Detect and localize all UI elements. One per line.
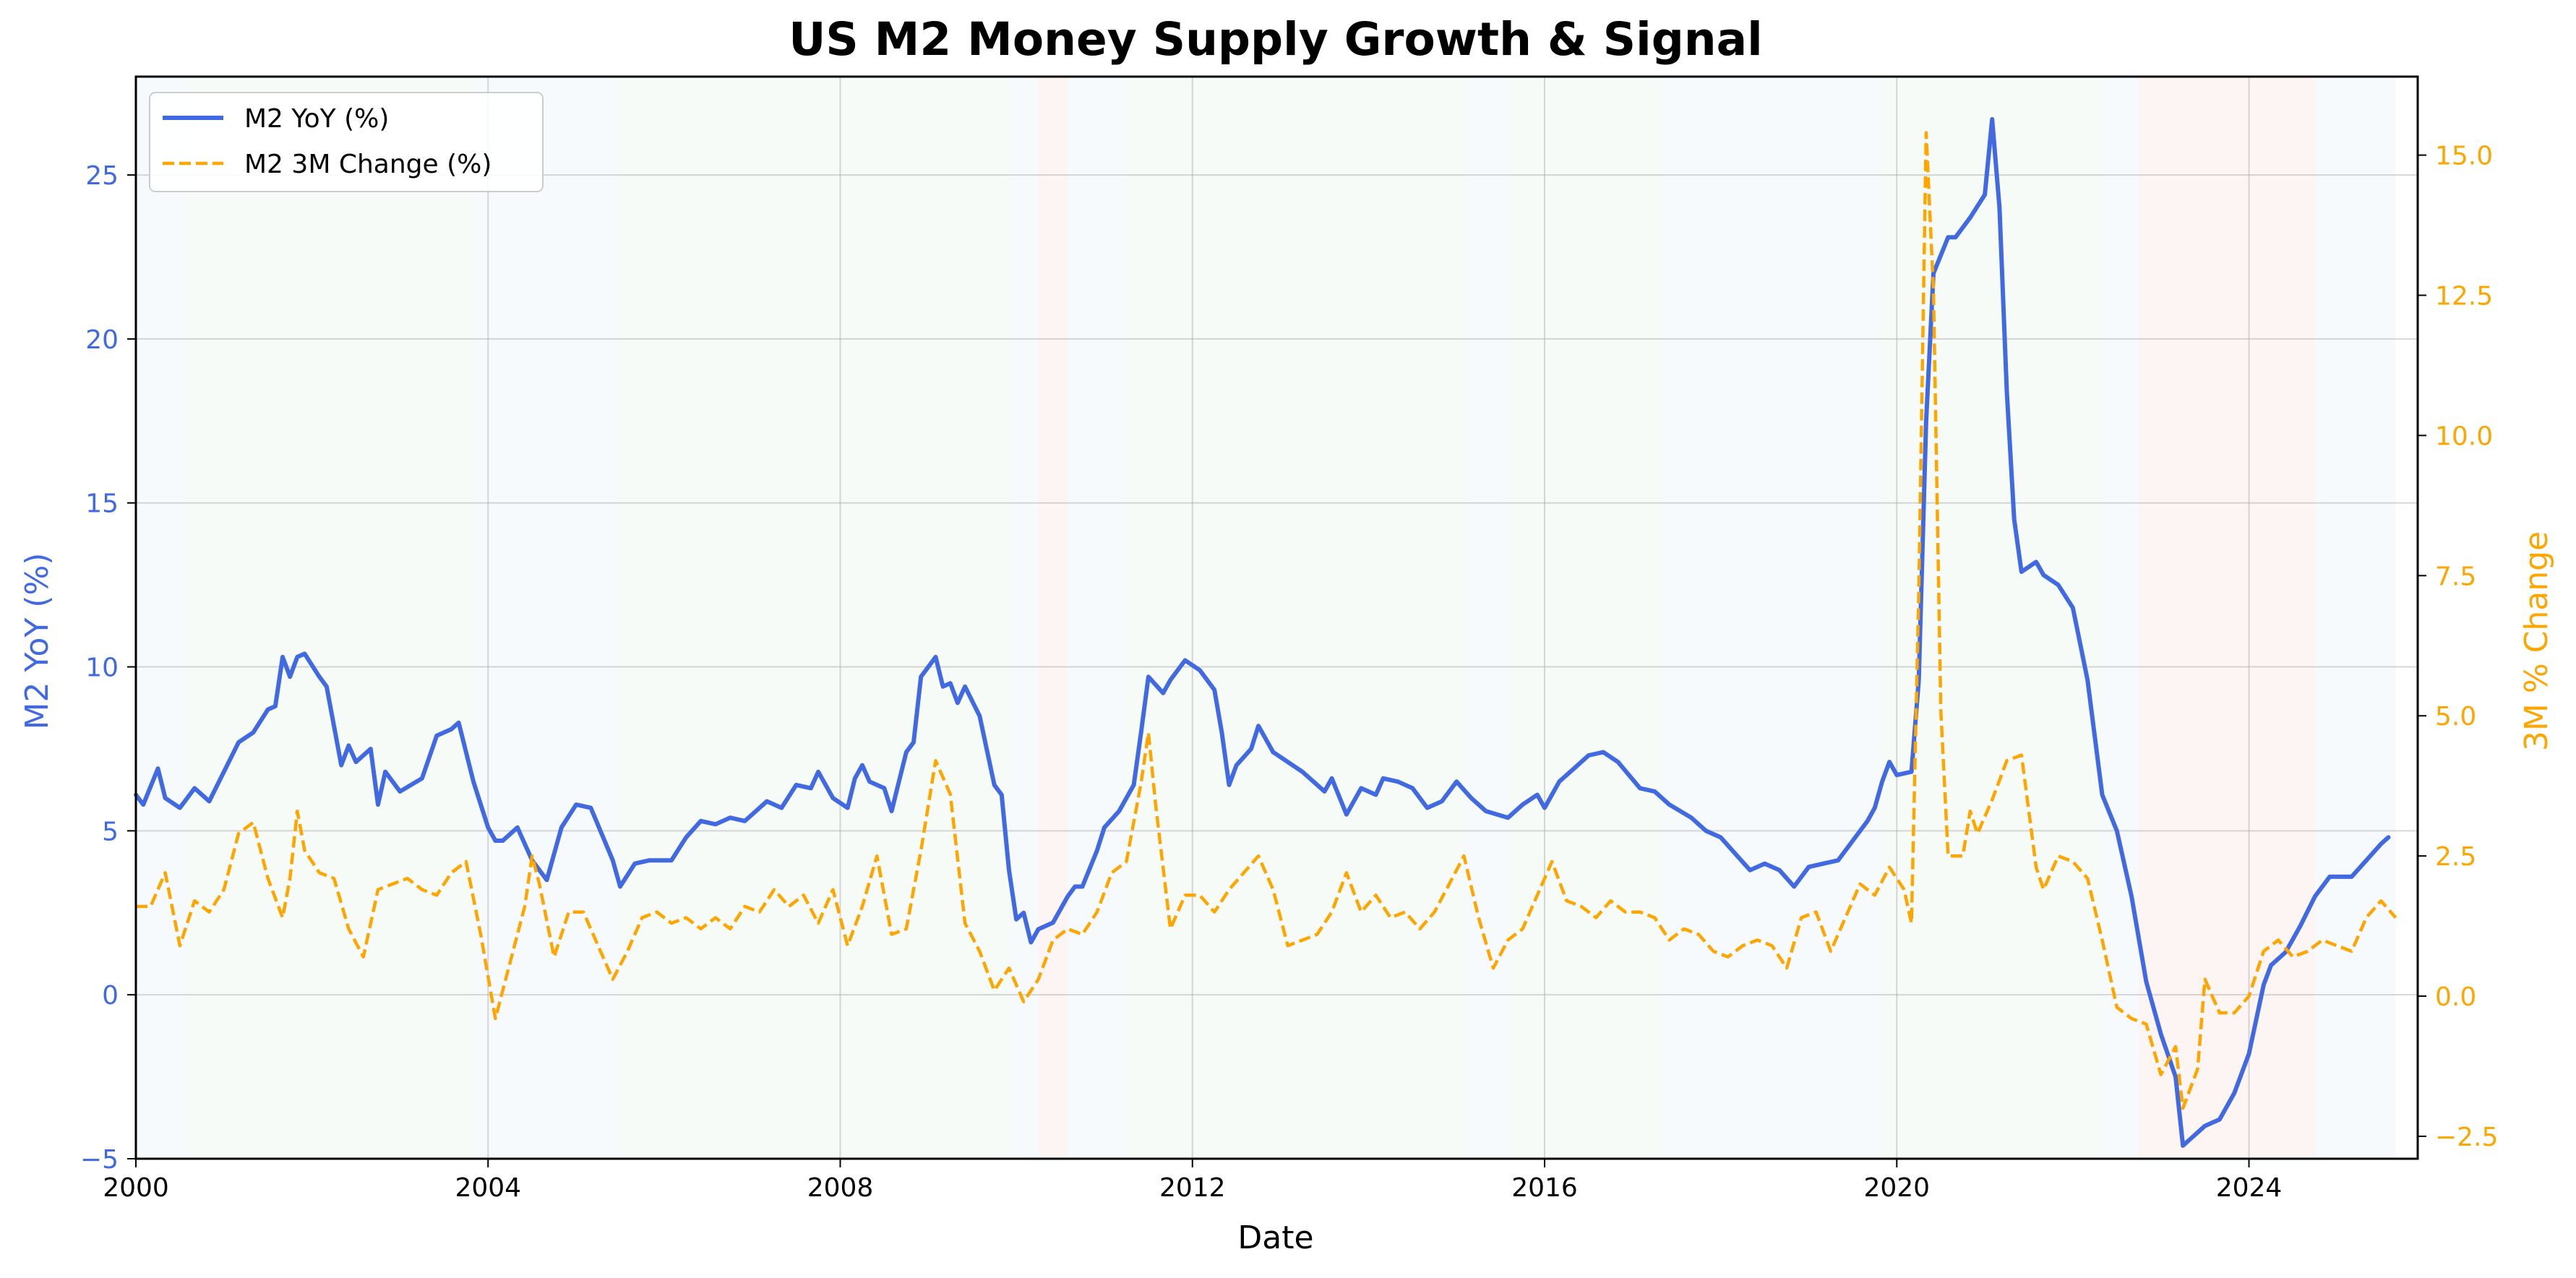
y-axis-right: −2.5 0.0 2.5 5.0 7.5 10.0 12.5 15.0	[2418, 142, 2498, 1152]
regime-band-neutral	[2102, 77, 2139, 1159]
x-tick-label: 2012	[1159, 1173, 1226, 1203]
y-left-tick-label: 0	[102, 981, 119, 1011]
regime-band-neutral	[1068, 77, 1127, 1159]
regime-band-neutral	[473, 77, 620, 1159]
series-line-m2-yoy	[134, 117, 2391, 1148]
x-tick-label: 2024	[2216, 1173, 2283, 1203]
y-left-tick-label: −5	[80, 1145, 119, 1175]
y-left-tick-label: 10	[85, 653, 119, 683]
x-tick-label: 2008	[807, 1173, 874, 1203]
regime-band-contraction	[2139, 77, 2315, 1159]
regime-band-neutral	[1008, 77, 1039, 1159]
y-right-tick-label: 5.0	[2435, 702, 2476, 732]
plot-lines	[134, 117, 2397, 1148]
legend-box	[149, 92, 544, 192]
y-left-tick-label: 25	[85, 161, 119, 191]
y-left-tick-label: 5	[102, 817, 119, 846]
y-right-tick-label: −2.5	[2435, 1123, 2498, 1152]
regime-band-neutral	[136, 77, 188, 1159]
regime-band-neutral	[1464, 77, 1508, 1159]
y-right-tick-label: 2.5	[2435, 842, 2476, 872]
x-tick-label: 2000	[103, 1173, 169, 1203]
regime-band-growth	[187, 77, 473, 1159]
y-right-tick-label: 0.0	[2435, 982, 2476, 1012]
y-right-tick-label: 7.5	[2435, 562, 2476, 591]
y-axis-right-label: 3M % Change	[2518, 531, 2555, 751]
legend-label-m2-yoy: M2 YoY (%)	[244, 104, 389, 134]
legend: M2 YoY (%) M2 3M Change (%)	[149, 92, 544, 192]
y-left-tick-label: 15	[85, 489, 119, 519]
chart-title: US M2 Money Supply Growth & Signal	[789, 13, 1763, 66]
x-axis-label: Date	[1237, 1219, 1313, 1256]
regime-band-growth	[1508, 77, 1662, 1159]
legend-label-m2-3m: M2 3M Change (%)	[244, 150, 491, 179]
x-tick-label: 2016	[1511, 1173, 1578, 1203]
x-tick-label: 2020	[1863, 1173, 1930, 1203]
x-tick-label: 2004	[455, 1173, 521, 1203]
y-right-tick-label: 10.0	[2435, 421, 2493, 451]
x-axis: 2000 2004 2008 2012 2016 2020 2024	[103, 1159, 2282, 1203]
y-right-tick-label: 15.0	[2435, 142, 2493, 171]
series-line-m2-3m-change	[136, 131, 2397, 1110]
regime-band-neutral	[1662, 77, 1882, 1159]
regime-band-growth	[1881, 77, 2103, 1159]
regime-shading	[136, 77, 2396, 1159]
y-left-tick-label: 20	[85, 325, 119, 355]
regime-band-growth	[619, 77, 1009, 1159]
regime-band-contraction	[1038, 77, 1068, 1159]
regime-band-neutral	[2314, 77, 2396, 1159]
y-axis-left: −5 0 5 10 15 20 25	[80, 161, 136, 1175]
y-axis-left-label: M2 YoY (%)	[19, 553, 56, 730]
plot-frame	[134, 75, 2419, 1160]
y-right-tick-label: 12.5	[2435, 282, 2493, 312]
regime-band-growth	[1126, 77, 1464, 1159]
